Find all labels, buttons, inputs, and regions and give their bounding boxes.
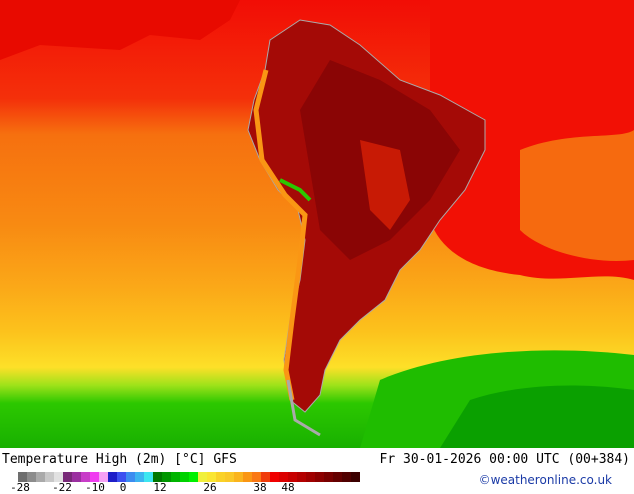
legend-swatch xyxy=(63,472,72,482)
legend-swatch xyxy=(18,472,27,482)
legend-swatch xyxy=(315,472,324,482)
legend-swatch xyxy=(99,472,108,482)
map-title: Temperature High (2m) [°C] GFS xyxy=(2,452,237,467)
legend-swatch xyxy=(171,472,180,482)
valid-time: Fr 30-01-2026 00:00 UTC (00+384) xyxy=(379,452,630,467)
legend-swatch xyxy=(144,472,153,482)
legend-swatch xyxy=(180,472,189,482)
legend-swatch xyxy=(27,472,36,482)
legend-swatch xyxy=(288,472,297,482)
legend-swatch xyxy=(108,472,117,482)
legend-swatch xyxy=(252,472,261,482)
color-legend xyxy=(18,472,360,482)
legend-swatch xyxy=(297,472,306,482)
legend-swatch xyxy=(324,472,333,482)
legend-swatch xyxy=(270,472,279,482)
andes-green xyxy=(279,178,312,202)
legend-tick: 48 xyxy=(281,481,295,494)
legend-swatch xyxy=(153,472,162,482)
legend-swatch xyxy=(234,472,243,482)
legend-swatch xyxy=(207,472,216,482)
legend-swatch xyxy=(261,472,270,482)
legend-swatch xyxy=(225,472,234,482)
legend-swatch xyxy=(90,472,99,482)
legend-swatch xyxy=(117,472,126,482)
atlantic-orange-region xyxy=(520,130,634,261)
legend-swatch xyxy=(306,472,315,482)
temperature-map xyxy=(0,0,634,448)
legend-swatch xyxy=(54,472,63,482)
credit-link[interactable]: ©weatheronline.co.uk xyxy=(478,473,612,487)
legend-swatch xyxy=(342,472,351,482)
legend-swatch xyxy=(216,472,225,482)
legend-tick: 26 xyxy=(203,481,217,494)
andes-edge xyxy=(253,69,308,401)
legend-swatch xyxy=(81,472,90,482)
north-america-landmass xyxy=(0,0,240,60)
legend-tick: 38 xyxy=(253,481,267,494)
legend-tick: -10 xyxy=(85,481,105,494)
legend-swatch xyxy=(243,472,252,482)
legend-swatch xyxy=(135,472,144,482)
legend-swatch xyxy=(72,472,81,482)
legend-tick: 0 xyxy=(119,481,127,494)
legend-swatch xyxy=(279,472,288,482)
south-darkgreen-region xyxy=(440,385,634,448)
legend-tick: -28 xyxy=(10,481,30,494)
legend-swatch xyxy=(162,472,171,482)
brazil-highlands xyxy=(360,140,410,230)
legend-swatch xyxy=(333,472,342,482)
patagonia-coast xyxy=(286,379,321,437)
legend-swatch xyxy=(189,472,198,482)
legend-swatch xyxy=(351,472,360,482)
legend-swatch xyxy=(126,472,135,482)
legend-swatch xyxy=(45,472,54,482)
legend-tick: 12 xyxy=(153,481,167,494)
legend-swatch xyxy=(36,472,45,482)
legend-tick: -22 xyxy=(52,481,72,494)
legend-swatch xyxy=(198,472,207,482)
